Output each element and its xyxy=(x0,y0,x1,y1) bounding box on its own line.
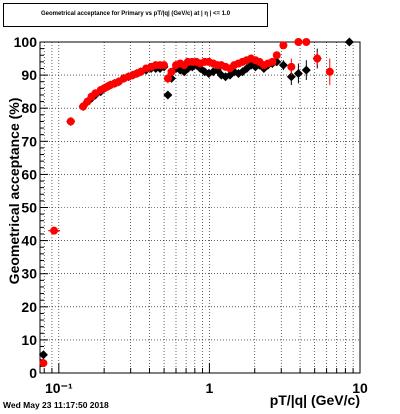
data-point xyxy=(163,90,173,100)
data-point xyxy=(325,67,334,76)
data-point xyxy=(272,51,281,60)
y-tick-label: 20 xyxy=(21,299,37,315)
y-tick-label: 80 xyxy=(21,100,37,116)
series-2 xyxy=(39,38,334,368)
data-point xyxy=(294,38,303,46)
data-point xyxy=(313,54,322,63)
data-point xyxy=(250,62,260,72)
x-tick-label: 1 xyxy=(206,380,214,396)
data-point xyxy=(302,38,311,46)
data-point xyxy=(301,65,311,75)
series-1 xyxy=(38,37,354,360)
data-points xyxy=(38,37,354,368)
y-axis-label: Geometrical acceptance (%) xyxy=(6,98,22,285)
data-point xyxy=(293,68,303,78)
y-tick-label: 70 xyxy=(21,133,37,149)
data-point xyxy=(279,41,288,50)
data-point xyxy=(344,37,354,47)
data-point xyxy=(187,62,197,72)
timestamp: Wed May 23 11:17:50 2018 xyxy=(3,400,109,410)
y-tick-label: 40 xyxy=(21,233,37,249)
data-point xyxy=(167,67,176,76)
y-tick-label: 90 xyxy=(21,67,37,83)
y-tick-label: 0 xyxy=(29,365,37,381)
chart-title: Geometrical acceptance for Primary vs pT… xyxy=(40,11,231,17)
y-tick-label: 50 xyxy=(21,200,37,216)
data-point xyxy=(268,57,277,66)
data-point xyxy=(278,60,288,70)
x-tick-label: 10⁻¹ xyxy=(45,380,73,396)
y-tick-label: 30 xyxy=(21,266,37,282)
tick-labels: 0 10 20 30 40 50 60 70 80 90 100 10⁻¹ 1 10 xyxy=(14,34,368,396)
y-tick-label: 100 xyxy=(14,34,38,50)
data-point xyxy=(38,350,48,360)
y-tick-label: 60 xyxy=(21,166,37,182)
data-point xyxy=(50,226,59,235)
data-point xyxy=(286,72,296,82)
grid-lines xyxy=(40,42,360,373)
data-point xyxy=(163,74,172,83)
data-point xyxy=(287,62,296,71)
x-tick-label: 10 xyxy=(352,380,368,396)
data-point xyxy=(39,359,48,368)
data-point xyxy=(66,117,75,126)
data-point xyxy=(160,61,169,70)
chart-title-box: Geometrical acceptance for Primary vs pT… xyxy=(3,3,268,27)
y-tick-label: 10 xyxy=(21,332,37,348)
x-axis-label: pT/|q| (GeV/c) xyxy=(270,392,360,408)
